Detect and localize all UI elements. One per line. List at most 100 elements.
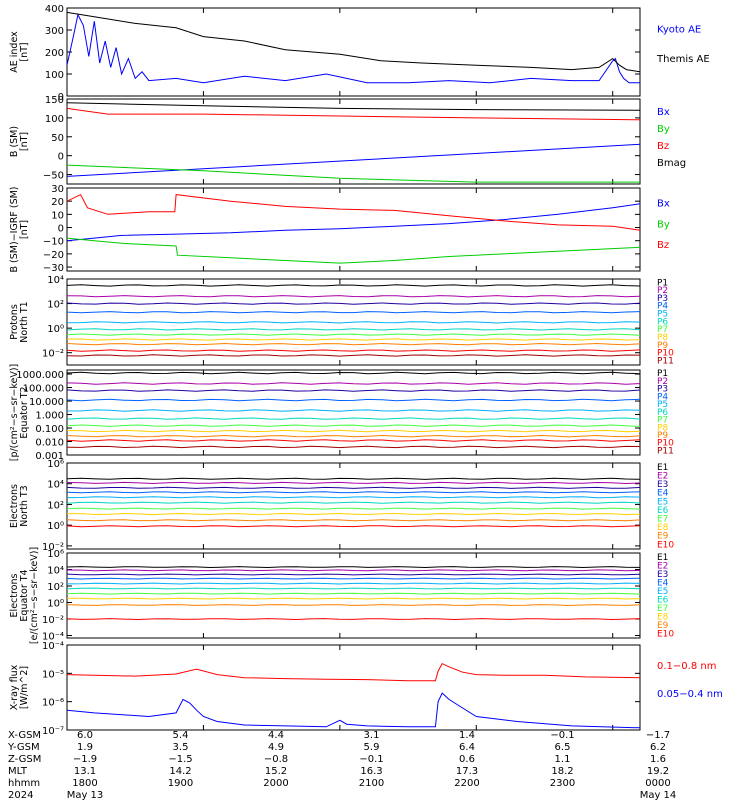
series-bmag-line xyxy=(66,102,641,111)
ephemeris-value: 14.2 xyxy=(169,766,191,777)
y-tick-label: 100 xyxy=(45,114,64,125)
legend-p10: P10 xyxy=(657,349,674,359)
legend-p7: P7 xyxy=(657,325,668,335)
y-tick-label: 10⁻⁷ xyxy=(42,726,64,737)
legend-p1: P1 xyxy=(657,278,668,288)
series-e7-line xyxy=(66,592,641,595)
legend-p10: P10 xyxy=(657,439,674,449)
series-kyoto-ae-line xyxy=(66,13,640,84)
series-p1-line xyxy=(66,284,641,287)
legend-e10: E10 xyxy=(657,540,674,550)
series-bx-line xyxy=(66,203,641,242)
legend-e5: E5 xyxy=(657,497,668,507)
ephemeris-value: −0.1 xyxy=(359,754,383,765)
y-axis-label: Electrons xyxy=(9,573,20,617)
legend-bz: Bz xyxy=(657,141,669,152)
series-e8-line xyxy=(67,512,641,516)
series-p3-line xyxy=(66,389,641,392)
legend-p9: P9 xyxy=(657,341,668,351)
series-e5-line xyxy=(66,582,641,585)
plot-frame xyxy=(66,552,641,639)
legend-e1: E1 xyxy=(657,553,668,563)
ephemeris-value: 6.4 xyxy=(459,742,475,753)
y-tick-label: 10⁻² xyxy=(42,615,64,626)
y-tick-label: 10⁶ xyxy=(47,459,64,470)
legend-bx: Bx xyxy=(657,199,670,210)
series-p7-line xyxy=(66,333,641,336)
series-0-1-0-8-nm-line xyxy=(66,662,641,682)
ephemeris-value: 2300 xyxy=(550,778,575,789)
y-axis-label: North T3 xyxy=(19,485,30,526)
ephemeris-row-label: Y-GSM xyxy=(7,742,40,753)
y-tick-label: 10⁶ xyxy=(47,549,64,560)
panel-protons-north-t1: 10⁻² 10⁰ 10² 10⁴ Protons North T1 P1P2P3P4P5P6… xyxy=(9,275,674,366)
y-tick-label: 20 xyxy=(51,197,64,208)
series-e9-line xyxy=(66,519,641,522)
ephemeris-value: −1.9 xyxy=(73,754,97,765)
y-tick-label: 1000.000 xyxy=(16,370,64,381)
series-by-line xyxy=(66,164,640,183)
ephemeris-row-label: Z-GSM xyxy=(8,754,41,765)
ephemeris-row-label: MLT xyxy=(8,766,28,777)
series-p11-line xyxy=(66,354,641,357)
y-tick-label: 0.100 xyxy=(35,424,64,435)
ephemeris-value: −1.7 xyxy=(646,730,670,741)
panel-protons-equator: 0.001 0.010 0.100 1.000 10.000 100.000 1000.00… xyxy=(9,364,674,462)
series-e4-line xyxy=(66,577,641,580)
y-tick-label: 10⁴ xyxy=(47,566,64,577)
series-by-line xyxy=(66,237,641,264)
ephemeris-value: 2200 xyxy=(454,778,479,789)
legend-p2: P2 xyxy=(657,286,668,296)
ephemeris-value: −0.8 xyxy=(264,754,288,765)
series-e2-line xyxy=(66,481,641,485)
y-tick-label: 10⁻² xyxy=(42,542,64,553)
y-axis-label: X-ray flux xyxy=(9,664,20,710)
legend-p4: P4 xyxy=(657,302,668,312)
y-axis-label: [nT] xyxy=(19,132,30,151)
legend-p8: P8 xyxy=(657,423,668,433)
legend-e2: E2 xyxy=(657,471,668,481)
series-p11-line xyxy=(66,445,641,449)
ephemeris-value: 6.5 xyxy=(555,742,571,753)
y-tick-label: −10 xyxy=(43,237,64,248)
series-e10-line xyxy=(66,618,641,621)
series-themis-ae-line xyxy=(66,11,641,73)
series-p2-line xyxy=(66,295,641,298)
ephemeris-value: 1900 xyxy=(168,778,193,789)
legend-e6: E6 xyxy=(657,595,669,605)
ephemeris-value: 15.2 xyxy=(265,766,287,777)
ephemeris-value: 19.2 xyxy=(647,766,669,777)
series-p9-line xyxy=(66,342,641,346)
ephemeris-value: 3.5 xyxy=(173,742,189,753)
y-tick-label: 10⁻⁵ xyxy=(42,669,64,680)
panel-b-sm: −50 0 50 100 150 B (SM) [nT] Bx By Bz Bmag xyxy=(9,95,686,185)
legend-0-05-0-4-nm: 0.05−0.4 nm xyxy=(657,689,723,700)
legend-p5: P5 xyxy=(657,310,668,320)
y-axis-label: North T1 xyxy=(19,301,30,342)
legend-e4: E4 xyxy=(657,578,669,588)
y-axis-label: [W/m^2] xyxy=(19,666,30,709)
ephemeris-value: 5.9 xyxy=(364,742,380,753)
y-axis-label: [nT] xyxy=(19,42,30,61)
y-tick-label: 0 xyxy=(58,224,64,235)
ephemeris-value: 2100 xyxy=(359,778,384,789)
y-tick-label: 10⁻⁶ xyxy=(42,698,64,709)
series-e6-line xyxy=(66,501,641,504)
plot-frame xyxy=(66,187,641,272)
y-axis-label: Protons xyxy=(9,304,20,340)
y-axis-label: B (SM) xyxy=(9,126,20,157)
plot-frame xyxy=(66,7,641,97)
legend-p7: P7 xyxy=(657,416,668,426)
y-tick-label: 10 xyxy=(51,210,64,221)
ephemeris-value: 5.4 xyxy=(173,730,189,741)
y-axis-label: Electrons xyxy=(9,484,20,528)
y-tick-label: 30 xyxy=(51,184,64,195)
y-tick-label: 10⁴ xyxy=(47,480,64,491)
y-tick-label: 150 xyxy=(45,95,64,106)
series-e6-line xyxy=(66,587,641,590)
legend-bx: Bx xyxy=(657,107,670,118)
legend-e5: E5 xyxy=(657,587,668,597)
y-tick-label: 10⁴ xyxy=(47,275,64,286)
